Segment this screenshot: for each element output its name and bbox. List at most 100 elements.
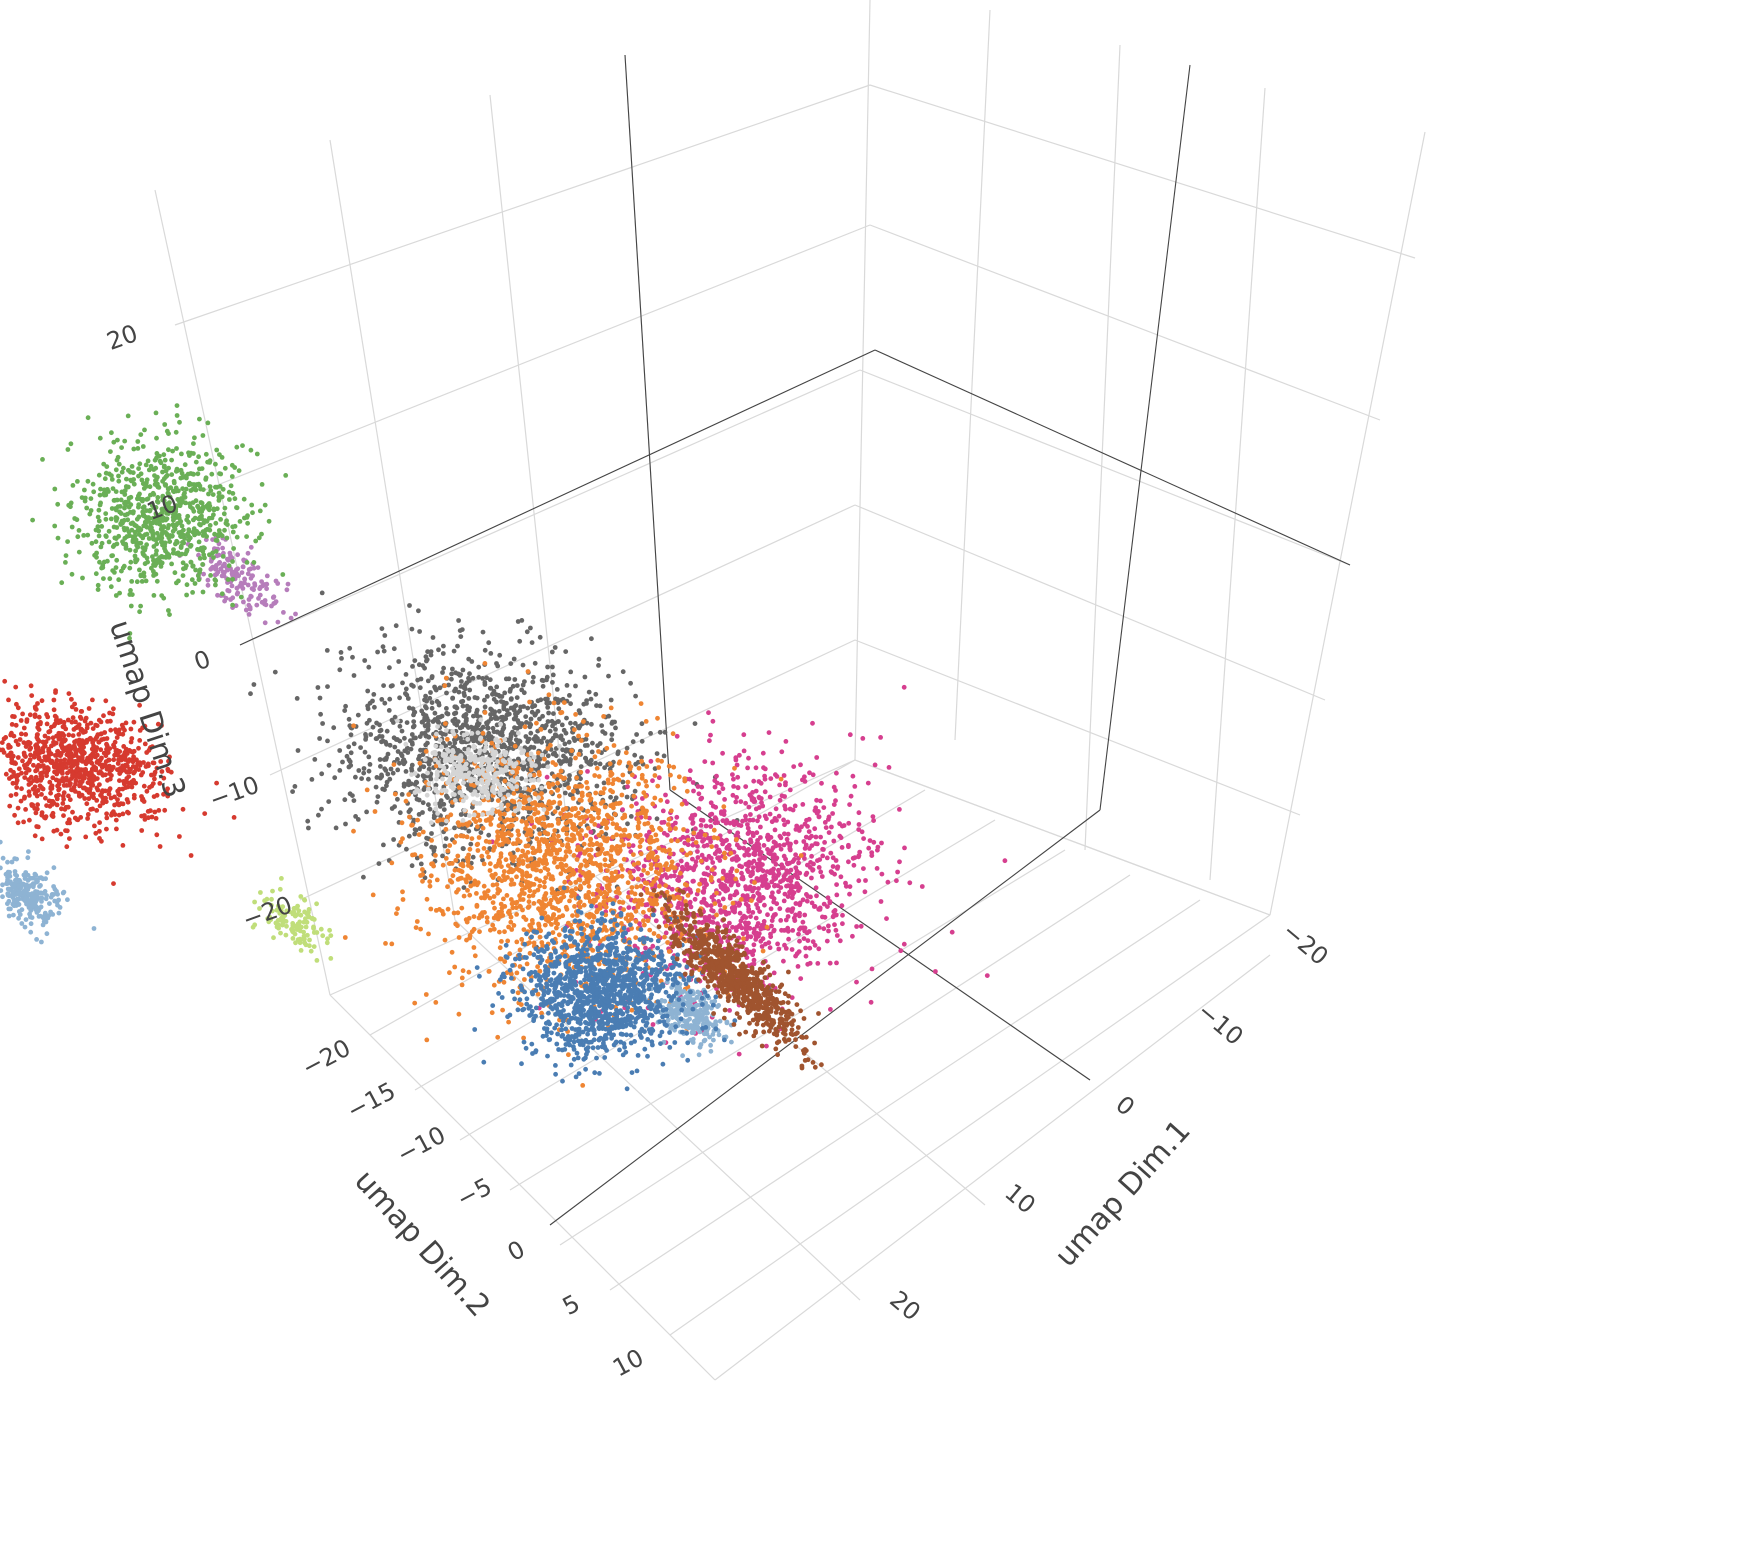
scatter-point xyxy=(317,695,323,701)
scatter-point xyxy=(769,879,775,885)
scatter-point xyxy=(585,785,590,791)
scatter-point xyxy=(633,693,638,699)
scatter-point xyxy=(513,761,519,766)
scatter-point xyxy=(562,741,568,747)
scatter-point xyxy=(685,893,691,898)
scatter-point xyxy=(717,902,723,908)
scatter-point xyxy=(446,682,451,688)
scatter-point xyxy=(861,836,866,841)
scatter-point xyxy=(367,717,372,723)
scatter-point xyxy=(497,792,503,798)
scatter-point xyxy=(690,836,695,842)
scatter-point xyxy=(654,862,659,868)
scatter-point xyxy=(527,721,533,726)
scatter-point xyxy=(684,788,690,794)
scatter-point xyxy=(743,901,749,907)
scatter-point xyxy=(447,970,452,976)
scatter-point xyxy=(619,838,625,844)
scatter-point xyxy=(436,702,442,708)
scatter-point xyxy=(523,820,529,825)
scatter-point xyxy=(263,602,269,608)
scatter-point xyxy=(455,820,461,826)
scatter-point xyxy=(695,888,701,893)
scatter-point xyxy=(875,847,880,853)
scatter-point xyxy=(501,896,506,902)
scatter-point xyxy=(816,814,822,820)
scatter-point xyxy=(721,804,727,810)
scatter-point xyxy=(592,754,598,760)
scatter-point xyxy=(461,685,467,690)
scatter-point xyxy=(727,820,733,826)
scatter-point xyxy=(563,649,569,654)
scatter-point xyxy=(768,776,774,781)
scatter-point xyxy=(771,899,777,905)
scatter-point xyxy=(429,831,434,836)
scatter-point xyxy=(442,768,448,774)
scatter-point xyxy=(709,867,715,872)
scatter-point xyxy=(285,581,291,587)
scatter-point xyxy=(479,853,485,859)
scatter-point xyxy=(710,760,716,766)
scatter-point xyxy=(758,824,763,830)
scatter-point xyxy=(253,538,259,544)
scatter-point xyxy=(523,734,529,739)
scatter-point xyxy=(553,753,559,759)
scatter-point xyxy=(596,815,601,821)
scatter-point xyxy=(536,795,541,800)
scatter-point xyxy=(506,839,511,845)
scatter-point xyxy=(471,926,477,932)
scatter-point xyxy=(432,710,438,716)
scatter-point xyxy=(526,893,532,899)
scatter-point xyxy=(498,731,504,737)
scatter-point xyxy=(642,821,648,827)
grid-wall-right xyxy=(854,0,1426,916)
scatter-point xyxy=(506,910,511,915)
scatter-point xyxy=(656,871,662,876)
scatter-point xyxy=(615,749,621,755)
scatter-point xyxy=(638,883,644,889)
scatter-point xyxy=(805,938,811,943)
scatter-point xyxy=(535,964,540,970)
scatter-point xyxy=(333,825,339,831)
scatter-point xyxy=(262,620,268,626)
scatter-point xyxy=(452,825,457,831)
scatter-point xyxy=(457,790,463,796)
scatter-point xyxy=(248,593,254,599)
scatter-point xyxy=(319,806,324,812)
scatter-point xyxy=(781,817,786,823)
scatter-point xyxy=(532,806,538,812)
scatter-point xyxy=(515,619,521,624)
scatter-point xyxy=(524,832,530,838)
scatter-point xyxy=(867,838,873,843)
scatter-point xyxy=(743,915,749,920)
scatter-point xyxy=(564,683,570,688)
scatter-point xyxy=(494,763,499,769)
scatter-point xyxy=(467,876,473,881)
scatter-point xyxy=(412,709,418,715)
scatter-point xyxy=(746,755,751,761)
scatter-point xyxy=(514,775,520,781)
scatter-point xyxy=(614,848,619,854)
scatter-point xyxy=(665,832,670,838)
scatter-point xyxy=(319,590,325,596)
scatter-point xyxy=(884,916,889,921)
scatter-point xyxy=(624,794,630,800)
scatter-point xyxy=(778,918,784,923)
scatter-point xyxy=(728,850,734,856)
scatter-point xyxy=(317,736,322,741)
scatter-point xyxy=(879,871,885,877)
scatter-point xyxy=(610,789,615,795)
scatter-point xyxy=(579,806,584,811)
scatter-point xyxy=(885,879,891,885)
scatter-point xyxy=(245,550,251,556)
scatter-point xyxy=(605,836,611,841)
scatter-point xyxy=(832,922,837,928)
scatter-point xyxy=(770,845,776,851)
scatter-point xyxy=(681,827,686,832)
scatter-point xyxy=(505,807,511,812)
scatter-point xyxy=(603,831,609,837)
scatter-point xyxy=(745,869,751,875)
scatter-point xyxy=(413,827,419,833)
scatter-point xyxy=(733,755,739,761)
